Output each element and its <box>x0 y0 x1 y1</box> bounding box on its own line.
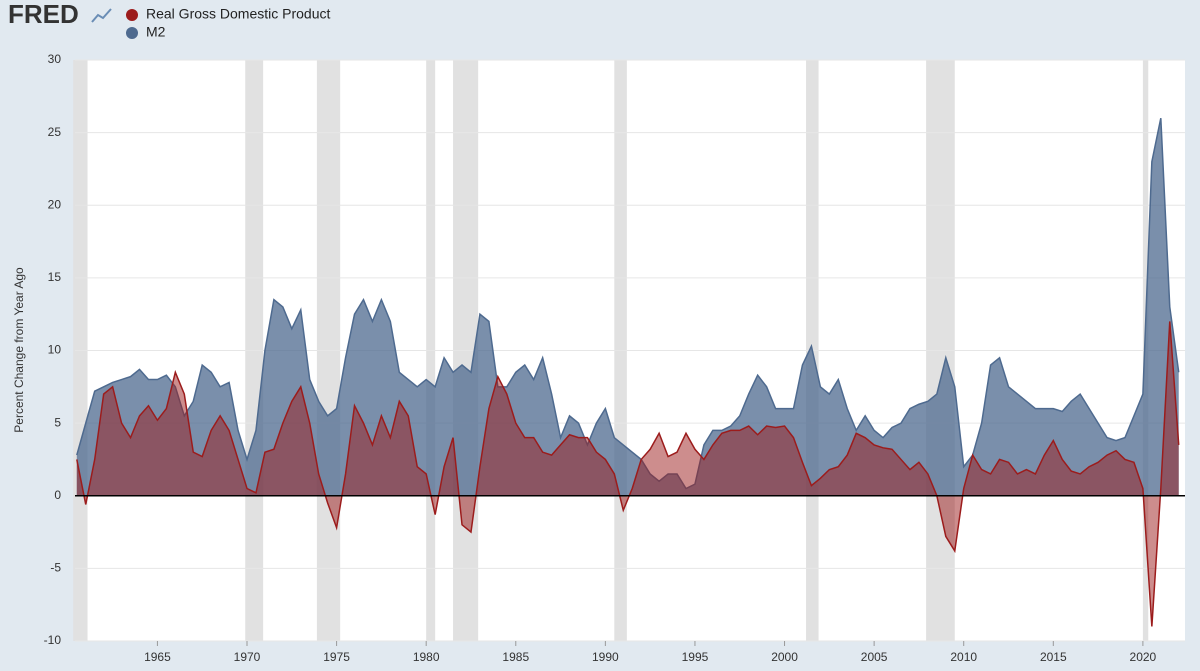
line <box>76 117 1180 490</box>
x-tick-label: 1975 <box>323 650 350 664</box>
y-tick-label: 30 <box>48 52 62 66</box>
x-tick-label: 1995 <box>682 650 709 664</box>
y-axis-label: Percent Change from Year Ago <box>12 267 26 433</box>
y-tick-label: 10 <box>48 343 62 357</box>
x-tick-label: 2000 <box>771 650 798 664</box>
legend-swatch <box>126 9 138 21</box>
y-tick-label: -5 <box>50 561 61 575</box>
legend-label: M2 <box>146 24 166 40</box>
area <box>76 321 1179 627</box>
legend-label: Real Gross Domestic Product <box>146 6 331 22</box>
y-tick-label: -10 <box>44 633 62 647</box>
x-tick-label: 2020 <box>1130 650 1157 664</box>
x-tick-label: 2015 <box>1040 650 1067 664</box>
y-tick-label: 0 <box>54 488 61 502</box>
logo-icon <box>91 8 112 23</box>
x-tick-label: 2010 <box>950 650 977 664</box>
y-tick-label: 15 <box>48 270 62 284</box>
y-tick-label: 5 <box>54 415 61 429</box>
x-tick-label: 1990 <box>592 650 619 664</box>
y-tick-label: 25 <box>48 125 62 139</box>
x-tick-label: 1965 <box>144 650 171 664</box>
legend-swatch <box>126 27 138 39</box>
area <box>76 118 1179 496</box>
x-tick-label: 1985 <box>502 650 529 664</box>
y-tick-label: 20 <box>48 197 62 211</box>
logo: FRED <box>8 0 79 29</box>
x-tick-label: 1980 <box>413 650 440 664</box>
x-tick-label: 2005 <box>861 650 888 664</box>
line <box>76 321 1180 627</box>
x-tick-label: 1970 <box>234 650 261 664</box>
